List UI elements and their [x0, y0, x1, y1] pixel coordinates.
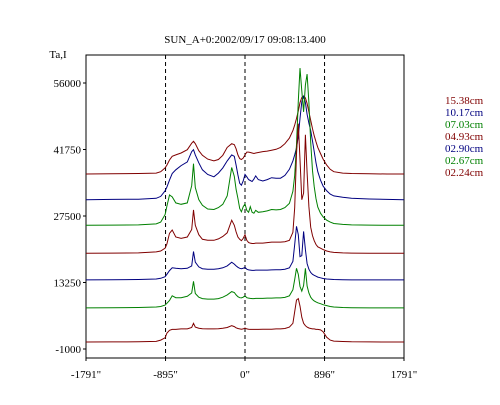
y-axis-label: Ta,I	[49, 49, 67, 61]
y-tick-label-4: -1000	[55, 344, 81, 356]
axis-ticks: 56000 41750 27500 13250 -1000 -1791" -895" 0" 89…	[54, 78, 418, 381]
series-line-15.38cm	[85, 95, 404, 175]
x-tick-label-2: 0"	[240, 369, 250, 381]
x-tick-label-0: -1791"	[71, 369, 101, 381]
legend-entry-1: 10.17cm	[445, 107, 484, 119]
y-tick-label-3: 13250	[54, 278, 82, 290]
series-line-10.17cm	[85, 94, 405, 201]
legend-entry-5: 02.67cm	[445, 155, 484, 167]
legend-entry-4: 02.90cm	[445, 143, 484, 155]
series-line-04.93cm	[85, 123, 404, 254]
series-line-07.03cm	[85, 68, 404, 226]
series-line-02.67cm	[85, 268, 404, 309]
legend-entry-2: 07.03cm	[445, 119, 484, 131]
y-tick-label-0: 56000	[54, 78, 82, 90]
x-tick-label-4: 1791"	[391, 369, 418, 381]
legend-entry-3: 04.93cm	[445, 131, 484, 143]
legend-entry-0: 15.38cm	[445, 95, 484, 107]
x-tick-label-3: 896"	[314, 369, 335, 381]
chart-title: SUN_A+0:2002/09/17 09:08:13.400	[164, 34, 326, 46]
x-tick-label-1: -895"	[153, 369, 178, 381]
y-tick-label-2: 27500	[54, 211, 82, 223]
series-line-02.24cm	[85, 297, 404, 343]
legend-entry-6: 02.24cm	[445, 167, 484, 179]
reference-lines	[165, 55, 326, 358]
series-group	[85, 68, 405, 343]
legend: 15.38cm 10.17cm 07.03cm 04.93cm 02.90cm 02.67…	[445, 95, 483, 179]
series-line-02.90cm	[85, 226, 404, 281]
y-tick-label-1: 41750	[54, 145, 82, 157]
